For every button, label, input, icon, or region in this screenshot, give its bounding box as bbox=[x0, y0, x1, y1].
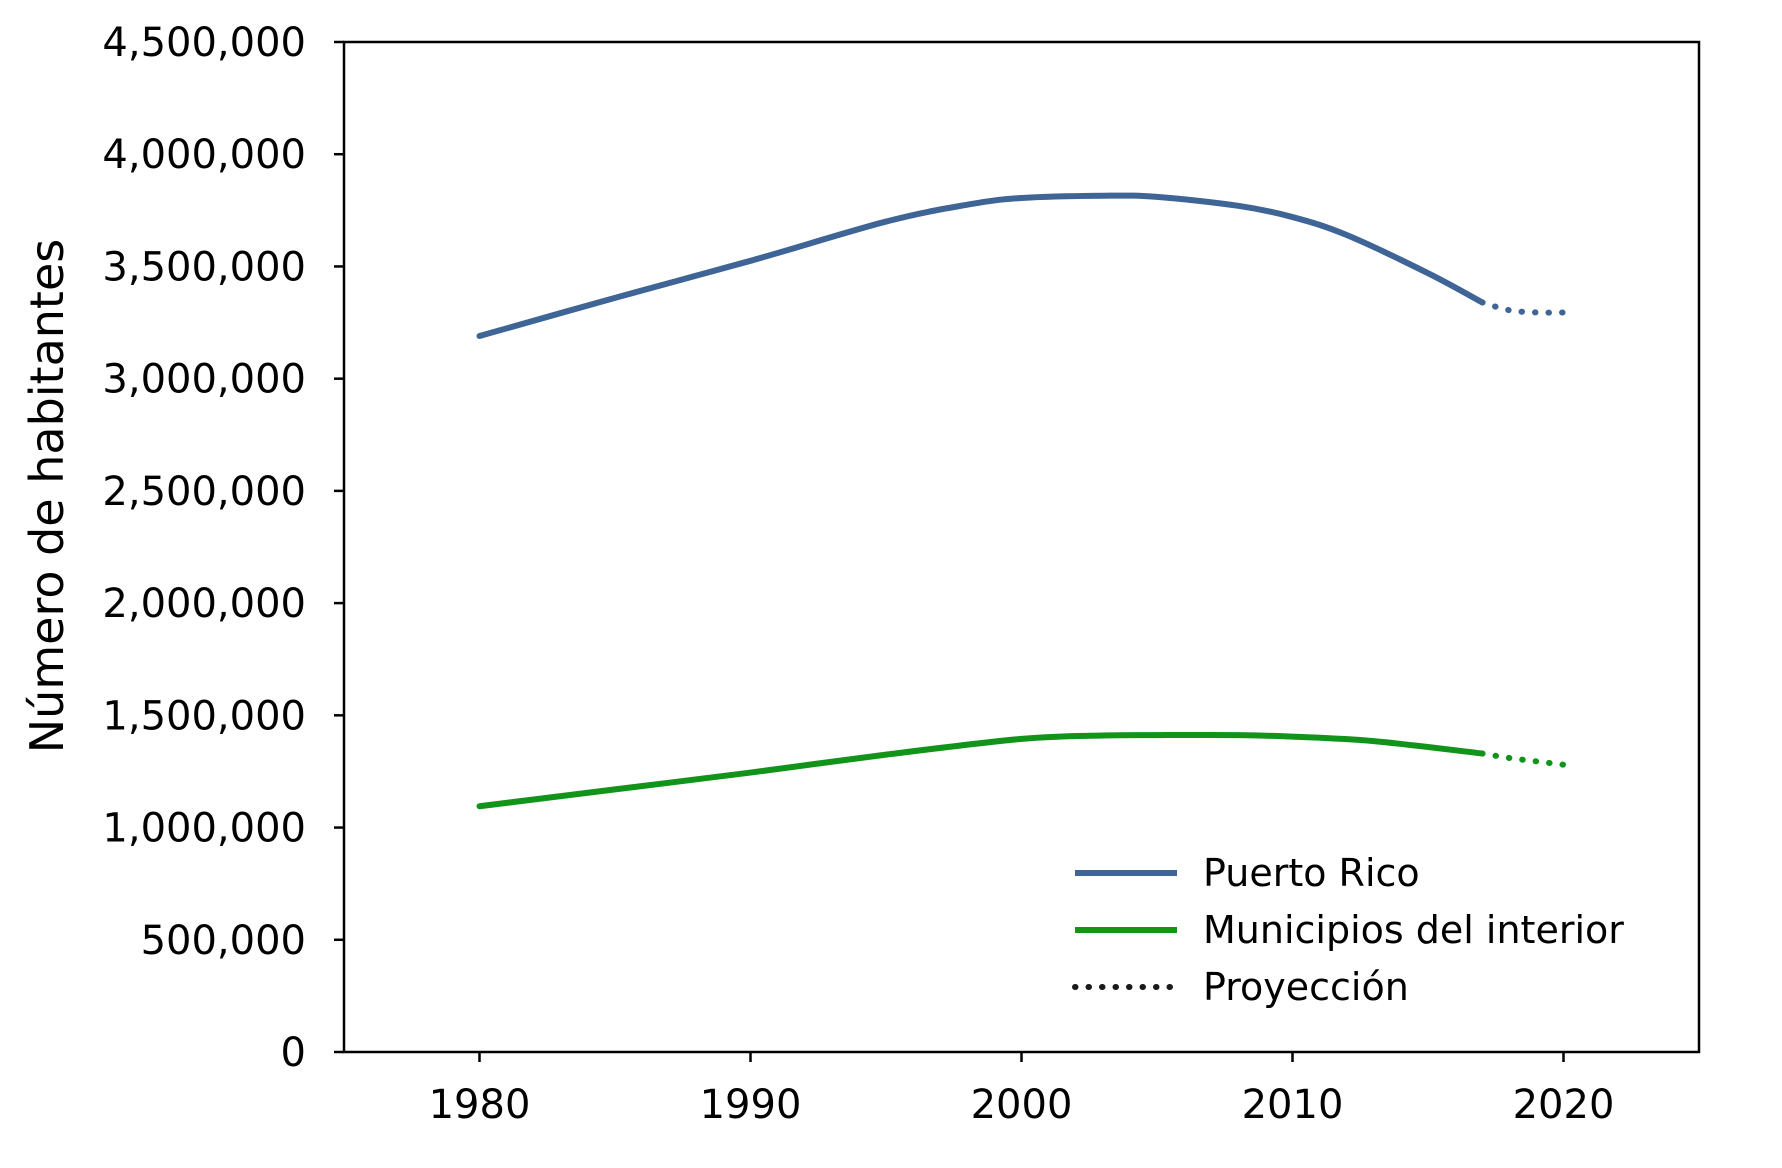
x-tick-label: 2000 bbox=[971, 1082, 1073, 1128]
plot-area-frame bbox=[342, 40, 1701, 1054]
projection-line-municipios-del-interior bbox=[1479, 750, 1567, 768]
y-axis-title: Número de habitantes bbox=[20, 239, 74, 753]
y-tick-label: 1,500,000 bbox=[102, 693, 306, 739]
projection-line-puerto-rico bbox=[1479, 299, 1567, 316]
x-tick-label: 2010 bbox=[1242, 1082, 1344, 1128]
legend: Puerto Rico Municipios del interior Proyec… bbox=[1072, 851, 1624, 1009]
x-axis-ticks: 1980 1990 2000 2010 2020 bbox=[429, 1052, 1615, 1128]
y-tick-label: 4,000,000 bbox=[102, 132, 306, 178]
y-tick-label: 2,500,000 bbox=[102, 469, 306, 515]
y-tick-label: 0 bbox=[281, 1030, 306, 1076]
series-layer bbox=[476, 192, 1567, 810]
y-axis-ticks: 0 500,000 1,000,000 1,500,000 2,000,000 2,500… bbox=[102, 20, 344, 1076]
y-tick-label: 1,000,000 bbox=[102, 806, 306, 852]
y-tick-label: 3,500,000 bbox=[102, 244, 306, 290]
series-line-puerto-rico bbox=[476, 192, 1486, 340]
x-tick-label: 1990 bbox=[700, 1082, 802, 1128]
x-tick-label: 1980 bbox=[429, 1082, 531, 1128]
legend-label: Municipios del interior bbox=[1203, 908, 1624, 952]
y-tick-label: 500,000 bbox=[141, 918, 306, 964]
legend-label: Puerto Rico bbox=[1203, 851, 1420, 895]
y-tick-label: 2,000,000 bbox=[102, 581, 306, 627]
y-tick-label: 3,000,000 bbox=[102, 357, 306, 403]
legend-label: Proyección bbox=[1203, 965, 1409, 1009]
y-tick-label: 4,500,000 bbox=[102, 20, 306, 66]
x-tick-label: 2020 bbox=[1513, 1082, 1615, 1128]
series-line-municipios-del-interior bbox=[476, 731, 1486, 810]
